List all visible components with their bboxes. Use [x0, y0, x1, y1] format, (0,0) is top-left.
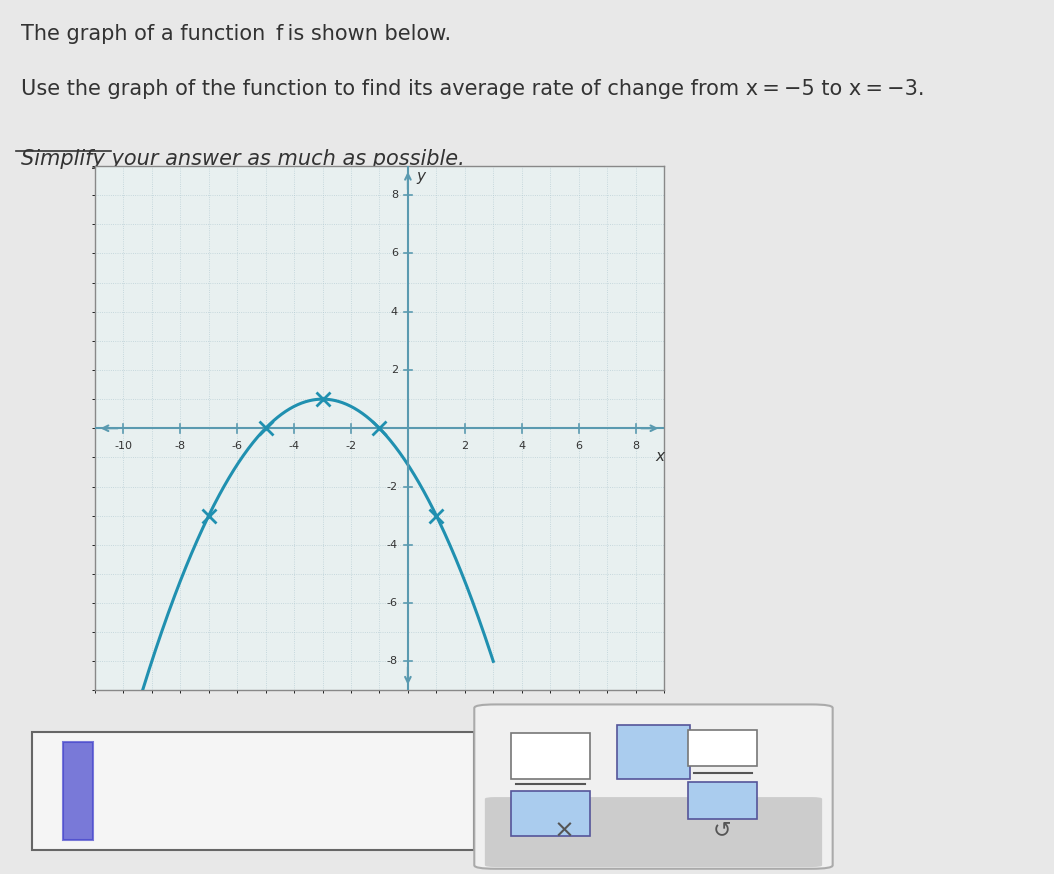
Text: -4: -4 [289, 441, 299, 451]
Text: -4: -4 [387, 540, 398, 550]
Text: 6: 6 [575, 441, 582, 451]
Text: 2: 2 [462, 441, 468, 451]
FancyBboxPatch shape [511, 733, 590, 779]
FancyBboxPatch shape [474, 704, 833, 869]
FancyBboxPatch shape [485, 797, 822, 867]
Text: 2: 2 [391, 365, 398, 375]
FancyBboxPatch shape [63, 742, 93, 840]
FancyBboxPatch shape [688, 782, 757, 819]
Text: Simplify your answer as much as possible.: Simplify your answer as much as possible… [21, 149, 465, 170]
Text: -8: -8 [175, 441, 186, 451]
FancyBboxPatch shape [511, 791, 590, 836]
FancyBboxPatch shape [32, 732, 474, 850]
FancyBboxPatch shape [617, 725, 690, 779]
Text: 8: 8 [632, 441, 639, 451]
FancyBboxPatch shape [688, 730, 757, 766]
Text: 4: 4 [391, 307, 398, 316]
Text: -6: -6 [387, 598, 398, 608]
Text: ↺: ↺ [713, 821, 731, 840]
Text: ×: × [553, 818, 574, 843]
Text: -8: -8 [387, 656, 398, 666]
Text: The graph of a function  f is shown below.: The graph of a function f is shown below… [21, 24, 451, 44]
Text: -10: -10 [114, 441, 133, 451]
Text: y: y [416, 169, 426, 184]
Text: x: x [656, 448, 664, 463]
Text: 8: 8 [391, 191, 398, 200]
Text: -2: -2 [346, 441, 356, 451]
Text: -2: -2 [387, 482, 398, 491]
Text: Use the graph of the function to find its average rate of change from x = −5 to : Use the graph of the function to find it… [21, 79, 924, 99]
Text: 4: 4 [519, 441, 525, 451]
Text: -6: -6 [232, 441, 242, 451]
Text: 6: 6 [391, 248, 398, 259]
